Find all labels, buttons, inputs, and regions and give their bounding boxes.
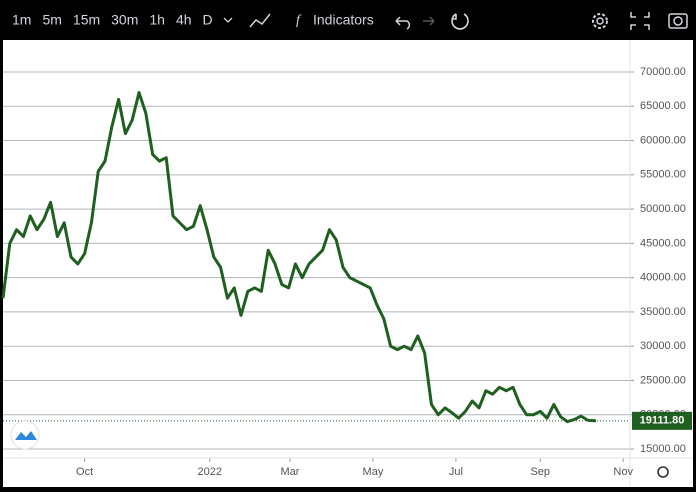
snapshot-lens <box>673 16 683 26</box>
x-tick-label: Mar <box>281 466 300 478</box>
y-tick-label: 65000.00 <box>640 100 686 112</box>
y-tick-label: 25000.00 <box>640 374 686 386</box>
snapshot-icon[interactable] <box>668 13 688 29</box>
interval-button[interactable]: 4h <box>176 12 192 28</box>
interval-button[interactable]: D <box>203 12 213 28</box>
x-tick-label: May <box>363 466 384 478</box>
interval-button[interactable]: 5m <box>42 12 61 28</box>
chart-type-icon[interactable] <box>249 13 271 28</box>
interval-button[interactable]: 15m <box>73 12 100 28</box>
y-tick-label: 50000.00 <box>640 203 686 215</box>
settings-icon-core <box>596 17 604 25</box>
x-tick-label: Nov <box>613 466 633 478</box>
axis-settings-icon[interactable] <box>657 466 669 478</box>
x-tick-label: Jul <box>449 466 463 478</box>
logo-mark <box>15 431 37 440</box>
y-tick-label: 45000.00 <box>640 237 686 249</box>
logo[interactable] <box>10 420 40 450</box>
interval-button[interactable]: 1h <box>149 12 165 28</box>
plot <box>1 71 634 462</box>
last-price-label: 19111.80 <box>640 415 685 427</box>
y-tick-label: 30000.00 <box>640 340 686 352</box>
y-tick-label: 55000.00 <box>640 169 686 181</box>
interval-button[interactable]: 1m <box>12 12 31 28</box>
y-tick-label: 35000.00 <box>640 306 686 318</box>
y-tick-label: 40000.00 <box>640 272 686 284</box>
interval-button[interactable]: 30m <box>111 12 138 28</box>
reset-icon[interactable] <box>451 13 469 30</box>
settings-icon[interactable] <box>592 13 608 29</box>
x-tick-label: Sep <box>530 466 550 478</box>
x-tick-label: Oct <box>76 466 93 478</box>
fullscreen-icon[interactable] <box>630 12 650 30</box>
y-tick-label: 15000.00 <box>640 443 686 455</box>
y-tick-label: 70000.00 <box>640 66 686 78</box>
undo-icon[interactable] <box>395 16 411 30</box>
chart-area <box>3 40 693 487</box>
dropdown-icon[interactable] <box>223 17 233 23</box>
price-line <box>1 91 597 424</box>
indicators-button[interactable]: Indicators <box>313 12 374 28</box>
y-tick-label: 60000.00 <box>640 134 686 146</box>
redo-icon[interactable] <box>423 16 435 26</box>
x-tick-label: 2022 <box>197 466 221 478</box>
last-price-box <box>632 411 692 430</box>
toolbar: 1m 5m 15m 30m 1h 4h D <box>12 12 213 28</box>
fx-icon: f <box>296 13 302 28</box>
